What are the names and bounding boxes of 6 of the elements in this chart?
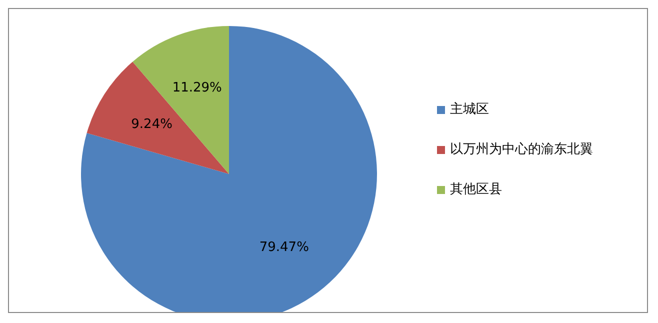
data-label: 9.24% — [131, 116, 172, 132]
legend-label: 其他区县 — [450, 180, 502, 198]
legend-label: 主城区 — [450, 100, 489, 118]
legend-label: 以万州为中心的渝东北翼 — [450, 140, 593, 158]
data-label: 11.29% — [172, 80, 222, 96]
data-label: 79.47% — [259, 240, 309, 255]
